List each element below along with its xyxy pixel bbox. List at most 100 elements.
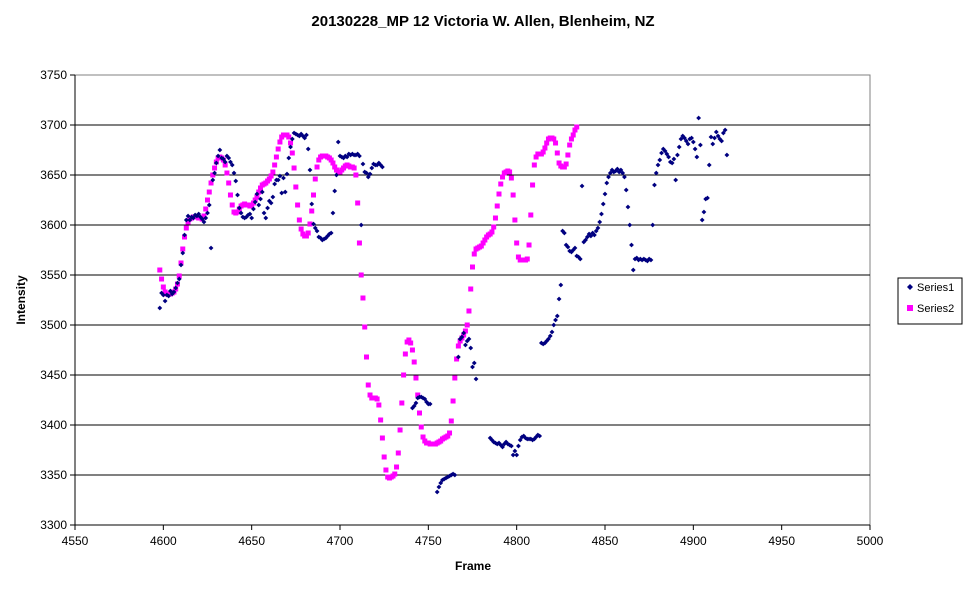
y-tick-label: 3650: [40, 168, 67, 182]
series1-point: [168, 288, 173, 294]
series1-point: [572, 245, 578, 251]
series2-point: [367, 392, 373, 398]
series1-point: [169, 291, 175, 297]
series1-point: [305, 146, 311, 152]
series1-point: [673, 177, 679, 183]
series2-point: [514, 240, 520, 246]
series1-point: [164, 292, 170, 298]
series1-point: [180, 250, 186, 256]
series2-point: [365, 382, 371, 388]
series1-point: [501, 441, 507, 447]
series1-point: [277, 173, 283, 179]
series2-point: [268, 173, 274, 179]
series2-point: [553, 140, 559, 146]
series1-point: [420, 395, 426, 401]
series2-point: [563, 161, 569, 167]
series2-point: [314, 164, 320, 170]
series1-point: [231, 170, 237, 176]
series1-point: [655, 162, 661, 168]
series1-point: [219, 155, 225, 161]
series1-point: [171, 289, 177, 295]
series2-point: [524, 256, 530, 262]
x-tick-label: 4700: [327, 534, 354, 548]
series1-point: [461, 330, 467, 336]
y-tick-label: 3450: [40, 368, 67, 382]
series1-point: [669, 160, 675, 166]
series2-point: [394, 464, 400, 470]
series2-point: [470, 264, 475, 270]
series2-point: [415, 392, 421, 398]
series1-point: [599, 211, 604, 217]
series1-point: [639, 257, 645, 263]
series2-point: [572, 127, 578, 133]
series1-point: [213, 160, 219, 166]
series2-point: [185, 219, 191, 225]
series2-point: [328, 157, 334, 163]
series2-point: [312, 176, 318, 182]
series1-point: [452, 472, 458, 478]
series1-point: [222, 159, 228, 165]
series1-point: [270, 194, 276, 200]
series1-point: [311, 221, 316, 227]
series2-point: [201, 213, 207, 219]
series1-point: [162, 298, 168, 304]
series1-point: [498, 442, 504, 448]
series1-point: [279, 190, 285, 196]
series1-point: [337, 153, 343, 159]
series1-point: [508, 443, 514, 449]
series1-point: [445, 474, 451, 480]
series1-point: [166, 293, 172, 299]
series2-point: [235, 209, 241, 215]
series1-point: [201, 219, 207, 225]
series2-point: [454, 356, 460, 362]
series1-point: [427, 401, 433, 407]
series1-point: [258, 196, 263, 202]
series2-point: [406, 337, 412, 343]
y-tick-label: 3500: [40, 318, 67, 332]
series1-point: [358, 222, 364, 228]
series1-point: [221, 156, 226, 162]
series1-point: [238, 210, 244, 216]
series2-point: [355, 200, 361, 206]
series1-point: [259, 189, 265, 195]
series1-point: [339, 154, 345, 160]
series1-point: [418, 394, 424, 400]
series2-point: [160, 284, 166, 290]
series1-point: [561, 230, 567, 236]
legend-label-series2: Series2: [917, 303, 954, 315]
series1-point: [357, 153, 362, 159]
series2-point: [500, 174, 506, 180]
series1-point: [685, 141, 691, 147]
series1-point: [706, 162, 712, 168]
y-tick-label: 3550: [40, 268, 67, 282]
series2-point: [360, 295, 366, 301]
series1-point: [652, 182, 657, 188]
series1-point: [579, 183, 585, 189]
series1-point: [380, 164, 385, 170]
series2-point: [542, 145, 548, 151]
series2-point: [307, 221, 313, 227]
series2-point: [565, 152, 571, 158]
series1-point: [183, 217, 189, 223]
series2-point: [379, 435, 385, 441]
series1-point: [692, 146, 698, 152]
series1-point: [286, 155, 292, 161]
series2-point: [445, 433, 451, 439]
series2-point: [206, 189, 212, 195]
series1-point: [443, 475, 449, 481]
series1-point: [194, 213, 200, 219]
series2-point: [309, 208, 315, 214]
series1-point: [565, 244, 571, 250]
series2-point: [402, 351, 408, 357]
series1-point: [233, 178, 239, 184]
series2-point: [556, 160, 562, 166]
series1-point: [629, 242, 634, 248]
legend-marker-series2: [907, 305, 913, 311]
series1-point: [595, 225, 601, 231]
series1-point: [712, 135, 717, 141]
series1-point: [632, 256, 638, 262]
series1-point: [309, 201, 315, 207]
series1-point: [281, 175, 286, 181]
series1-point: [208, 245, 214, 251]
series1-point: [535, 432, 541, 438]
